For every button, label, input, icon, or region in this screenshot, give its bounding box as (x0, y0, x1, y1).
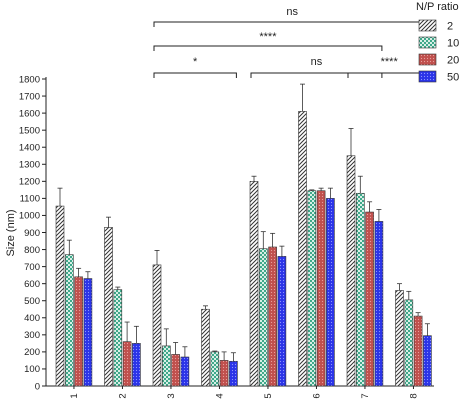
significance-label: **** (259, 31, 277, 43)
legend-swatch-50 (418, 70, 437, 83)
legend-label-50: 50 (447, 72, 459, 84)
significance-label: ns (311, 56, 323, 68)
y-tick-label: 1200 (19, 177, 40, 188)
bar-np50-group6 (326, 198, 335, 387)
significance-label: * (193, 56, 198, 68)
bar-np2-group8 (395, 290, 404, 387)
y-tick-label: 1000 (19, 211, 40, 222)
bar-np2-group7 (346, 155, 356, 387)
bar-np20-group8 (413, 315, 423, 387)
bar-np50-group8 (423, 335, 432, 387)
legend-label-10: 10 (447, 38, 459, 50)
bar-np10-group3 (162, 345, 171, 387)
y-tick-label: 900 (24, 228, 40, 239)
bar-np10-group7 (355, 192, 365, 387)
bar-np10-group1 (65, 254, 74, 387)
bar-np2-group6 (298, 111, 307, 387)
y-tick-label: 400 (24, 313, 40, 324)
y-tick-label: 1400 (19, 143, 40, 154)
y-tick-label: 0 (35, 381, 40, 392)
bar-np2-group2 (104, 227, 113, 387)
bar-np10-group8 (404, 299, 414, 387)
x-tick-label-7: 7 (360, 393, 371, 398)
bar-np2-group1 (55, 205, 65, 387)
bar-np20-group6 (316, 190, 326, 387)
x-tick-label-2: 2 (117, 393, 128, 398)
y-tick-label: 200 (24, 347, 40, 358)
bar-np10-group5 (258, 248, 268, 387)
significance-label: **** (381, 56, 399, 68)
y-tick-label: 500 (24, 296, 40, 307)
x-tick-label-8: 8 (408, 393, 419, 398)
bar-np2-group4 (201, 308, 210, 387)
legend-title: N/P ratio (416, 1, 459, 13)
x-tick-label-3: 3 (166, 393, 177, 398)
bar-np50-group1 (83, 278, 93, 387)
significance-bracket (347, 72, 431, 78)
bar-np20-group1 (74, 276, 83, 387)
y-tick-label: 1100 (20, 194, 40, 205)
legend-swatch-10 (418, 36, 437, 49)
x-tick-label-5: 5 (263, 393, 274, 398)
y-tick-label: 800 (24, 245, 40, 256)
y-tick-label: 1600 (19, 108, 40, 119)
x-tick-label-4: 4 (214, 393, 225, 398)
legend-label-20: 20 (447, 55, 459, 67)
bar-np20-group3 (171, 354, 180, 387)
y-axis-title: Size (nm) (5, 209, 17, 256)
significance-label: ns (286, 6, 298, 18)
y-tick-label: 1700 (19, 91, 40, 102)
significance-bracket (153, 21, 431, 27)
significance-bracket (153, 72, 237, 78)
legend-swatch-20 (418, 53, 437, 66)
bar-np2-group5 (249, 181, 259, 387)
y-tick-label: 1500 (19, 125, 40, 136)
bar-np50-group2 (132, 343, 141, 387)
y-tick-label: 700 (24, 262, 40, 273)
x-tick-label-1: 1 (69, 393, 80, 398)
y-tick-label: 1800 (19, 74, 40, 85)
bar-np10-group6 (307, 190, 317, 387)
significance-bracket (153, 45, 383, 51)
legend-label-2: 2 (447, 21, 453, 33)
y-tick-label: 600 (24, 279, 40, 290)
bar-np20-group4 (219, 360, 229, 387)
bar-np10-group4 (210, 351, 220, 387)
bar-np20-group7 (365, 211, 374, 387)
bar-np50-group4 (229, 360, 238, 387)
legend-swatch-2 (418, 19, 437, 32)
bar-np50-group7 (374, 221, 384, 387)
plot-area: 0 100 200 300 400 500 600 700 800 900 1000 1100 1200… (19, 6, 459, 399)
significance-bracket (250, 72, 383, 78)
y-tick-label: 100 (24, 364, 40, 375)
bar-np20-group2 (122, 341, 132, 387)
bar-np20-group5 (268, 246, 277, 387)
bar-np50-group5 (277, 256, 287, 387)
bar-np50-group3 (180, 356, 190, 387)
bar-np2-group3 (152, 264, 162, 387)
y-tick-label: 300 (24, 330, 40, 341)
x-tick-label-6: 6 (311, 393, 322, 398)
y-tick-label: 1300 (19, 160, 40, 171)
bar-np10-group2 (113, 289, 123, 387)
